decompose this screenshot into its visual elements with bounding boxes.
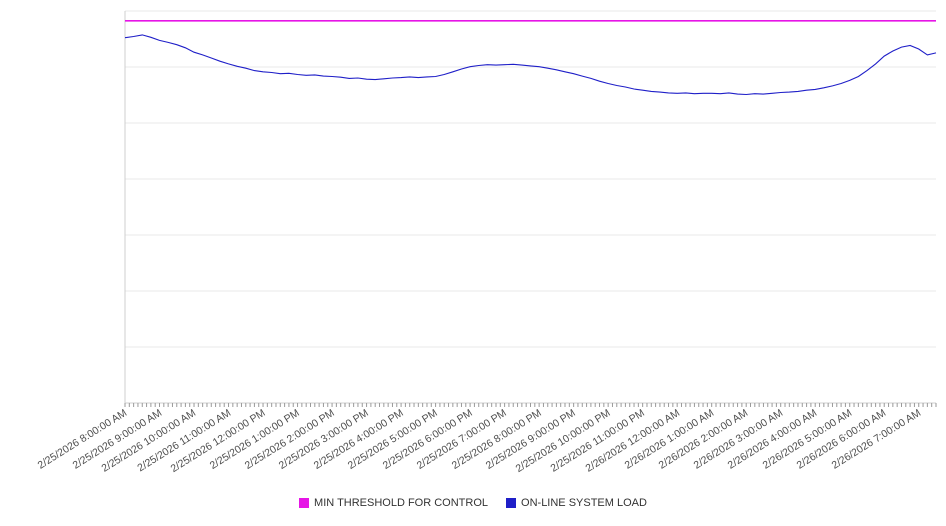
legend-label-online-system-load: ON-LINE SYSTEM LOAD: [521, 497, 647, 509]
legend: MIN THRESHOLD FOR CONTROL ON-LINE SYSTEM…: [0, 497, 946, 509]
legend-swatch-online-system-load-icon: [506, 498, 517, 508]
legend-label-min-threshold: MIN THRESHOLD FOR CONTROL: [314, 497, 489, 509]
legend-item-online-system-load[interactable]: ON-LINE SYSTEM LOAD: [506, 497, 647, 509]
load-line: [124, 34, 937, 96]
legend-item-min-threshold[interactable]: MIN THRESHOLD FOR CONTROL: [299, 497, 488, 509]
legend-swatch-min-threshold-icon: [299, 498, 310, 508]
